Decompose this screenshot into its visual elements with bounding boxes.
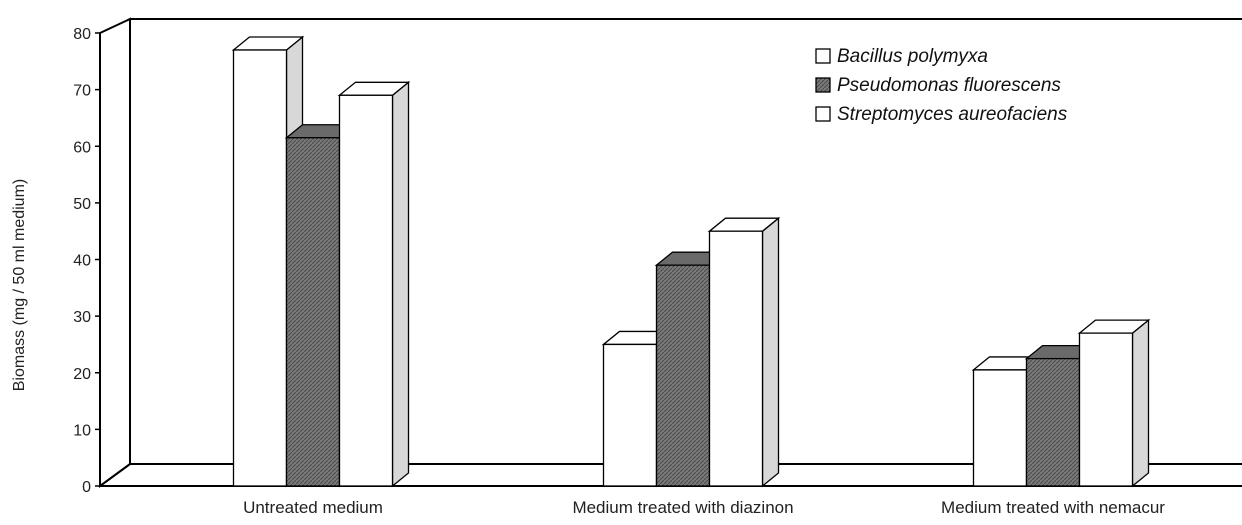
legend: Bacillus polymyxa Pseudomonas fluorescens…: [815, 46, 1068, 125]
left-wall: [99, 17, 131, 488]
y-axis-ticks: 0 10 20 30 40 50 60 70 80: [73, 26, 100, 496]
y-tick-label: 30: [73, 309, 91, 326]
x-category-label: Medium treated with nemacur: [941, 498, 1165, 517]
y-tick-label: 70: [73, 83, 91, 100]
legend-label: Streptomyces aureofaciens: [837, 104, 1068, 125]
bar-front: [655, 264, 711, 487]
bar-front: [285, 137, 341, 487]
bar-front: [708, 230, 764, 487]
x-category-label: Untreated medium: [243, 498, 383, 517]
y-tick-label: 50: [73, 196, 91, 213]
bar-front: [972, 369, 1028, 487]
bar: [1077, 318, 1151, 488]
bar-side: [391, 80, 410, 488]
bar-front: [1025, 357, 1081, 487]
bar: [337, 80, 411, 488]
y-tick-label: 20: [73, 366, 91, 383]
legend-label: Bacillus polymyxa: [837, 46, 988, 67]
bar-series: [231, 35, 1151, 488]
bar-front: [232, 49, 288, 487]
bar: [707, 216, 781, 488]
bar-front: [1078, 332, 1134, 487]
x-axis-categories: Untreated medium Medium treated with diaz…: [243, 498, 1165, 517]
y-tick-label: 10: [73, 422, 91, 439]
y-tick-label: 0: [82, 479, 91, 496]
y-tick-label: 60: [73, 139, 91, 156]
floor-left-edge: [99, 463, 131, 487]
x-category-label: Medium treated with diazinon: [572, 498, 793, 517]
legend-swatch: [815, 106, 831, 122]
legend-label: Pseudomonas fluorescens: [837, 75, 1061, 96]
y-tick-label: 40: [73, 253, 91, 270]
legend-swatch: [815, 48, 831, 64]
bar-front: [602, 343, 658, 487]
legend-swatch: [815, 77, 831, 93]
y-axis-label: Biomass (mg / 50 ml medium): [11, 179, 28, 392]
bar-side: [761, 216, 780, 488]
bar-front: [338, 94, 394, 487]
bar-side: [1131, 318, 1150, 488]
y-tick-label: 80: [73, 26, 91, 43]
